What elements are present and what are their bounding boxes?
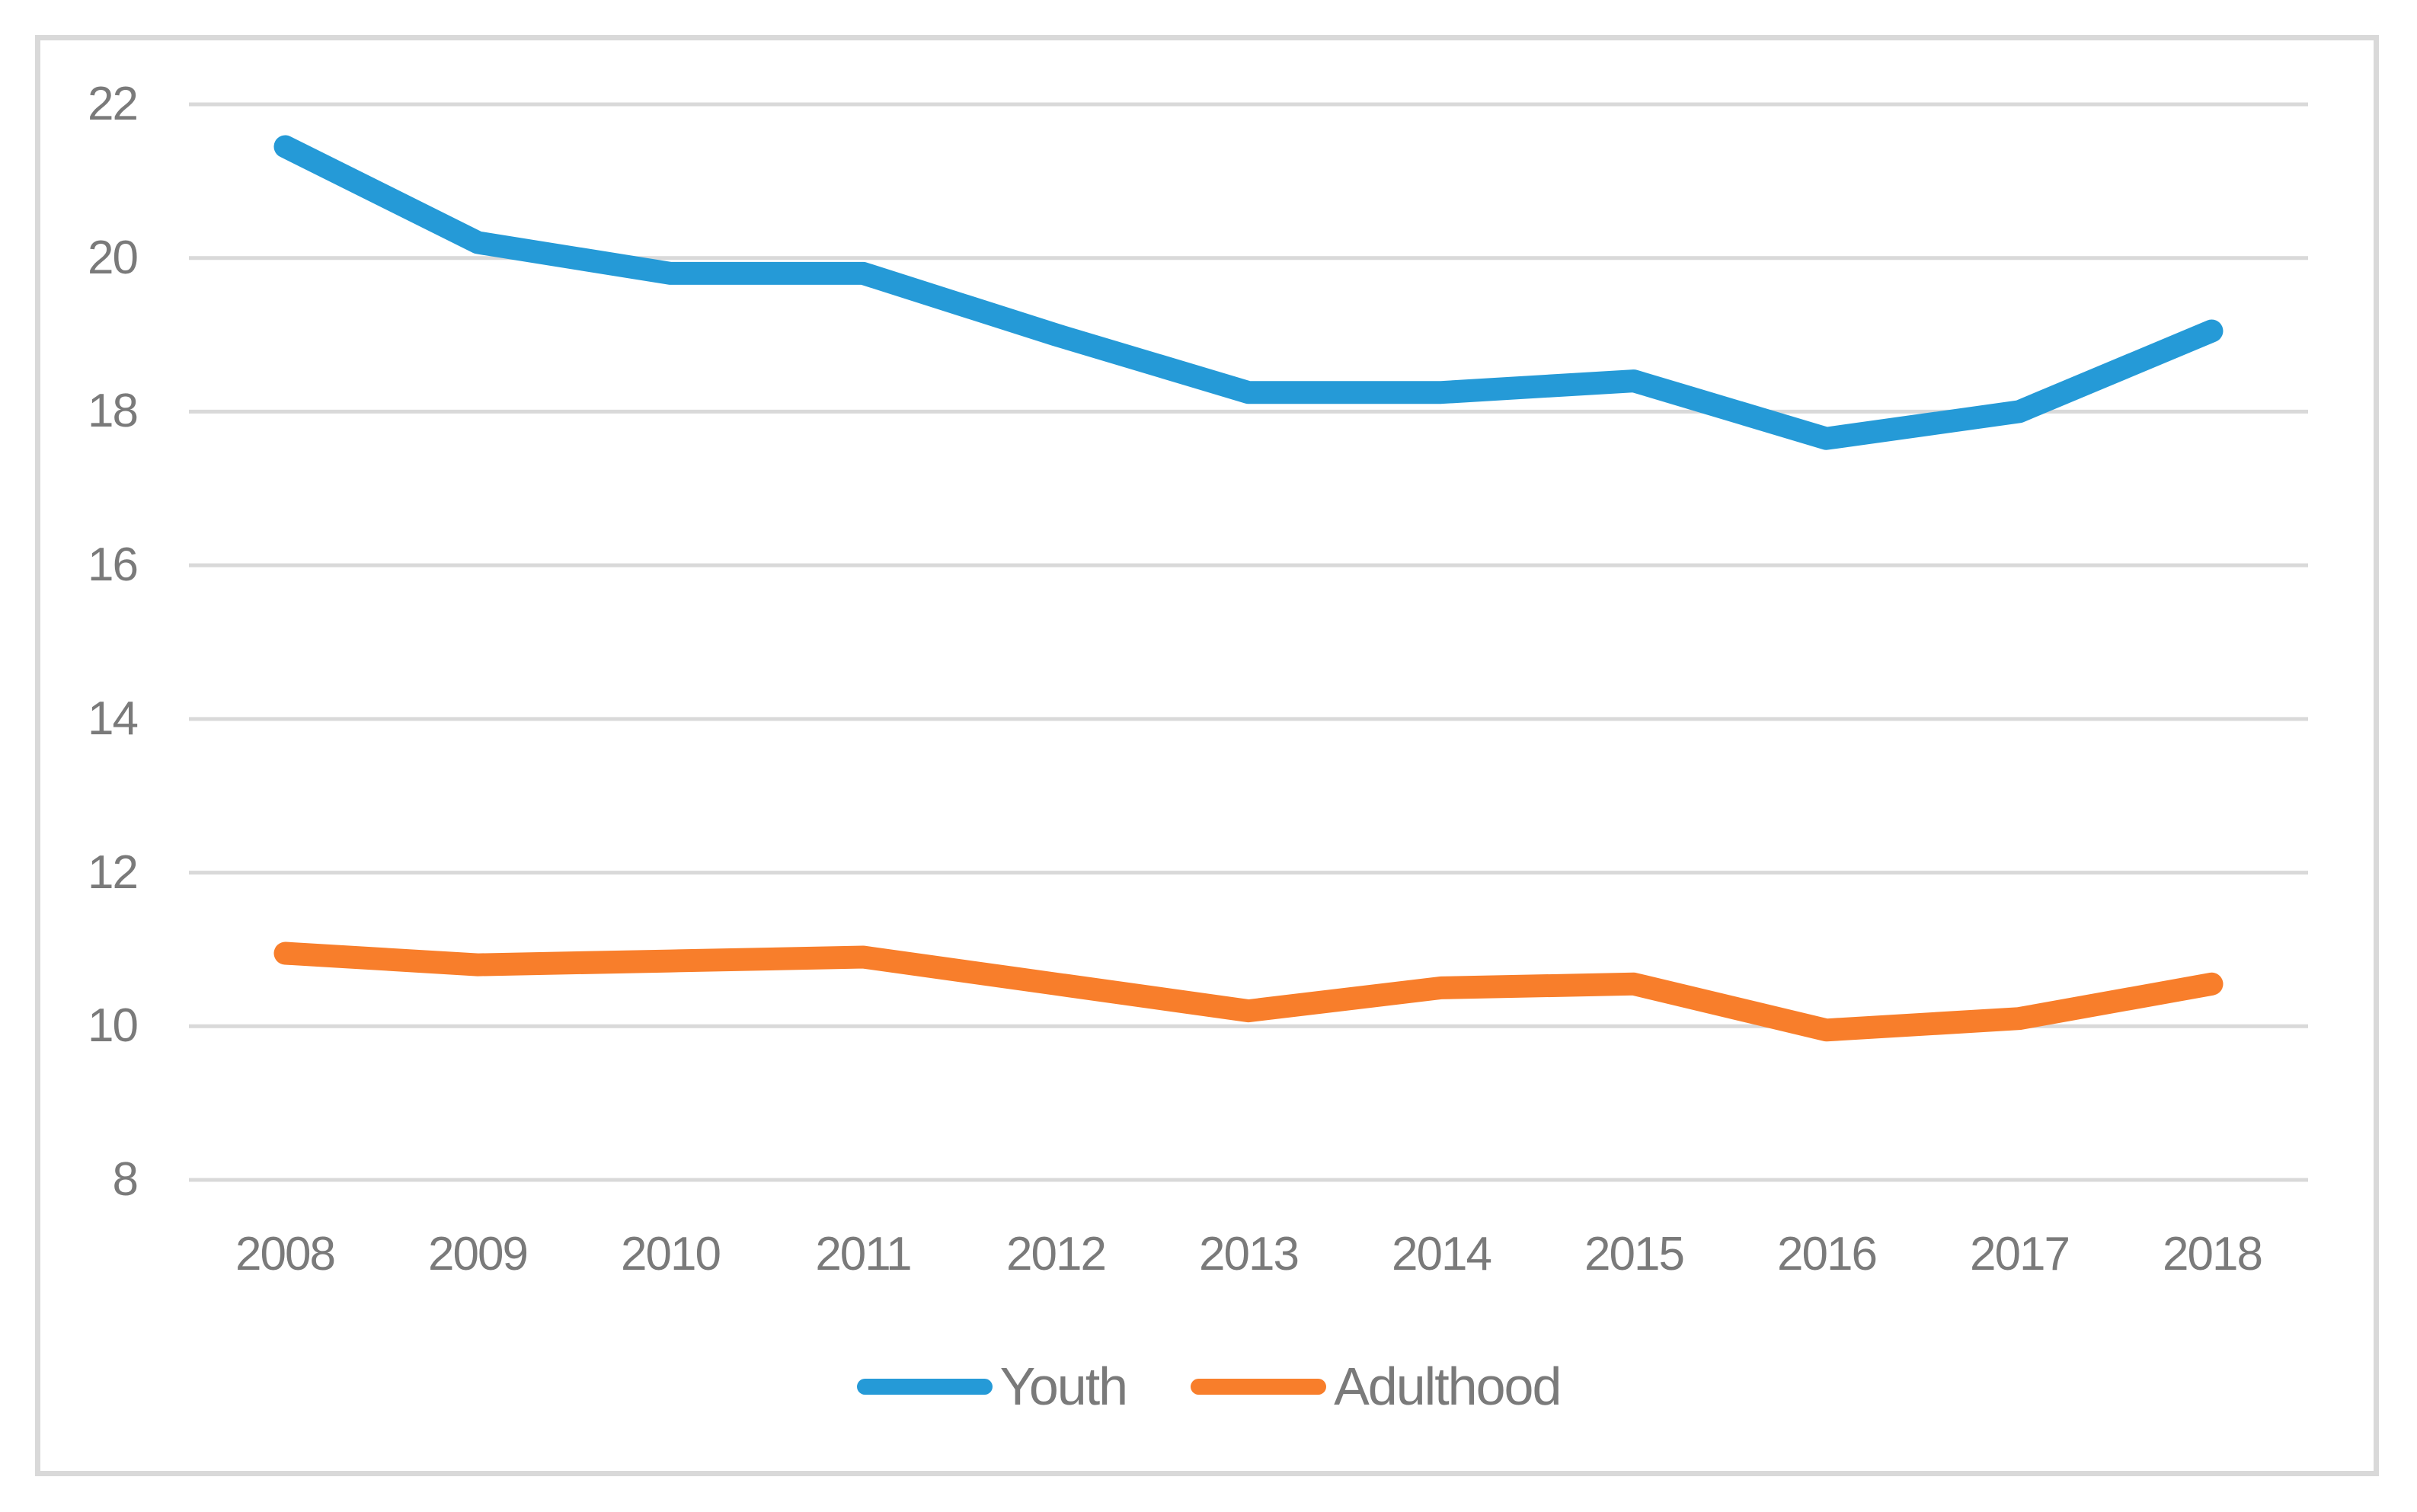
x-axis-tick-label-2012: 2012 (1006, 1228, 1107, 1280)
x-axis-tick-label-2009: 2009 (428, 1228, 529, 1280)
legend-line-swatch-youth (856, 1378, 993, 1395)
legend-label-youth: Youth (999, 1357, 1129, 1416)
x-axis-tick-label-2013: 2013 (1199, 1228, 1300, 1280)
legend-item-adulthood: Adulthood (1191, 1356, 1562, 1417)
y-axis-tick-label-8: 8 (112, 1153, 139, 1206)
legend: Youth Adulthood (0, 1356, 2417, 1417)
series-line-youth (273, 135, 2224, 450)
y-axis-tick-label-14: 14 (88, 692, 139, 745)
y-axis-tick-label-10: 10 (88, 999, 139, 1052)
x-axis-tick-label-2017: 2017 (1970, 1228, 2070, 1280)
x-axis-tick-label-2011: 2011 (815, 1228, 912, 1280)
x-axis-tick-label-2010: 2010 (621, 1228, 721, 1280)
x-axis-tick-label-2018: 2018 (2163, 1228, 2263, 1280)
x-axis-tick-label-2015: 2015 (1584, 1228, 1685, 1280)
chart-frame-border (35, 35, 2379, 1476)
y-axis-tick-label-22: 22 (88, 78, 139, 130)
x-axis-tick-label-2008: 2008 (235, 1228, 336, 1280)
series-line-adulthood (273, 941, 2224, 1042)
legend-label-adulthood: Adulthood (1334, 1357, 1562, 1416)
x-axis-tick-label-2014: 2014 (1392, 1228, 1492, 1280)
y-axis-tick-label-16: 16 (88, 539, 139, 591)
y-axis-tick-label-20: 20 (88, 232, 139, 284)
legend-item-youth: Youth (856, 1356, 1129, 1417)
x-axis-tick-label-2016: 2016 (1777, 1228, 1878, 1280)
y-axis-tick-label-12: 12 (88, 846, 139, 899)
legend-line-swatch-adulthood (1191, 1378, 1327, 1395)
y-axis-tick-label-18: 18 (88, 385, 139, 437)
